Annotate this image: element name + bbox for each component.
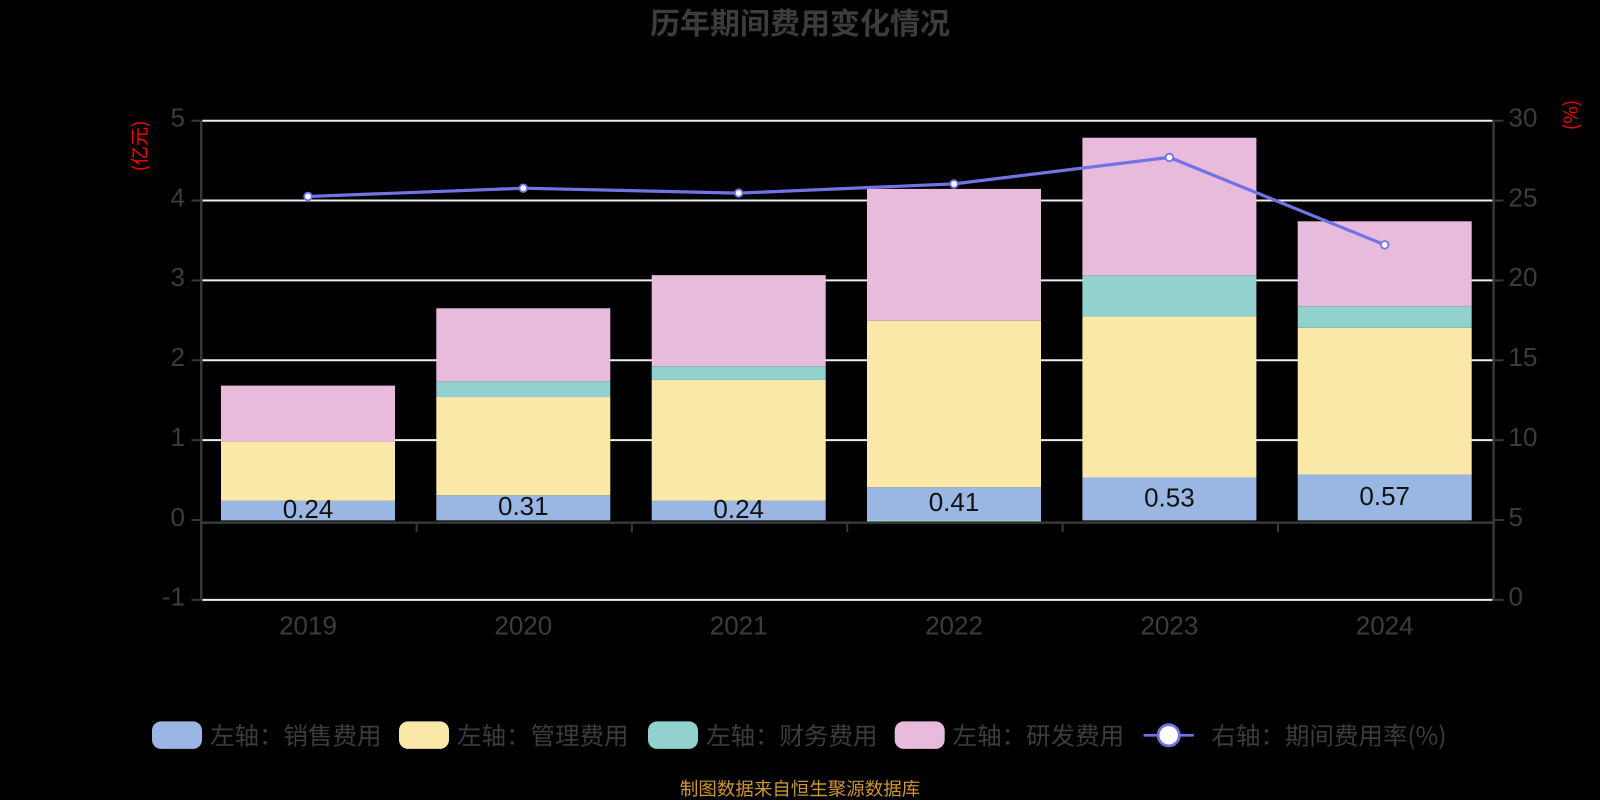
svg-text:5: 5 — [171, 103, 185, 133]
svg-text:0.31: 0.31 — [498, 491, 549, 521]
svg-text:1: 1 — [171, 422, 185, 452]
svg-text:0.24: 0.24 — [283, 494, 334, 524]
svg-text:0: 0 — [1509, 582, 1523, 612]
svg-text:4: 4 — [171, 182, 185, 212]
svg-text:3: 3 — [171, 262, 185, 292]
svg-text:-1: -1 — [162, 582, 185, 612]
svg-text:0.53: 0.53 — [1144, 482, 1195, 512]
svg-text:2020: 2020 — [494, 610, 552, 640]
svg-text:2022: 2022 — [925, 610, 983, 640]
svg-text:25: 25 — [1509, 182, 1538, 212]
svg-text:0.57: 0.57 — [1359, 481, 1410, 511]
svg-text:20: 20 — [1509, 262, 1538, 292]
svg-text:2023: 2023 — [1140, 610, 1198, 640]
svg-text:2: 2 — [171, 342, 185, 372]
svg-text:30: 30 — [1509, 103, 1538, 133]
svg-text:2019: 2019 — [279, 610, 337, 640]
svg-text:2021: 2021 — [710, 610, 768, 640]
svg-text:0: 0 — [171, 502, 185, 532]
svg-text:5: 5 — [1509, 502, 1523, 532]
svg-text:15: 15 — [1509, 342, 1538, 372]
svg-text:10: 10 — [1509, 422, 1538, 452]
svg-text:0.24: 0.24 — [713, 494, 764, 524]
svg-text:0.41: 0.41 — [929, 487, 980, 517]
svg-text:2024: 2024 — [1356, 610, 1414, 640]
